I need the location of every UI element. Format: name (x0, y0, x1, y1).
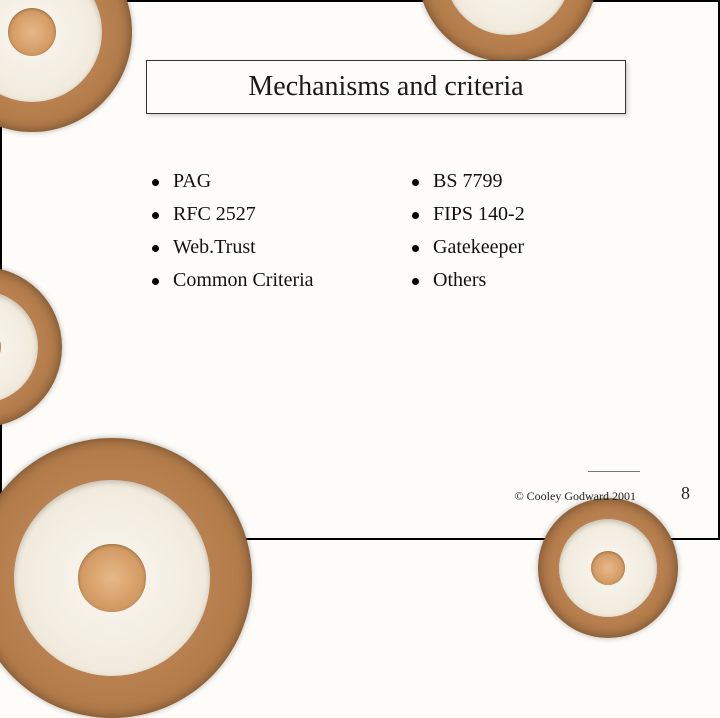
title-box: Mechanisms and criteria (146, 60, 626, 114)
bullet-icon (412, 245, 419, 252)
copyright-text: © Cooley Godward 2001 (515, 489, 636, 504)
bullet-icon (412, 179, 419, 186)
page-number: 8 (681, 483, 690, 504)
list-item: Web.Trust (152, 236, 372, 259)
decorative-seal (538, 498, 678, 638)
list-item: Others (412, 269, 632, 292)
list-item: BS 7799 (412, 170, 632, 193)
item-label: RFC 2527 (173, 203, 256, 226)
item-label: Others (433, 269, 486, 292)
decorative-seal (0, 267, 62, 427)
footer-rule (588, 471, 640, 472)
decorative-seal (0, 438, 252, 718)
content-area: PAG RFC 2527 Web.Trust Common Criteria B… (152, 170, 632, 302)
list-item: Common Criteria (152, 269, 372, 292)
item-label: PAG (173, 170, 211, 193)
bullet-icon (152, 245, 159, 252)
list-item: FIPS 140-2 (412, 203, 632, 226)
bullet-icon (412, 212, 419, 219)
item-label: Common Criteria (173, 269, 314, 292)
decorative-seal (0, 0, 132, 132)
item-label: Gatekeeper (433, 236, 524, 259)
bullet-icon (412, 278, 419, 285)
bullet-icon (152, 278, 159, 285)
left-column: PAG RFC 2527 Web.Trust Common Criteria (152, 170, 372, 302)
item-label: Web.Trust (173, 236, 256, 259)
slide-title: Mechanisms and criteria (159, 71, 613, 103)
bullet-icon (152, 179, 159, 186)
item-label: BS 7799 (433, 170, 502, 193)
list-item: RFC 2527 (152, 203, 372, 226)
list-item: PAG (152, 170, 372, 193)
bullet-icon (152, 212, 159, 219)
right-column: BS 7799 FIPS 140-2 Gatekeeper Others (412, 170, 632, 302)
item-label: FIPS 140-2 (433, 203, 525, 226)
decorative-seal (418, 0, 598, 62)
list-item: Gatekeeper (412, 236, 632, 259)
